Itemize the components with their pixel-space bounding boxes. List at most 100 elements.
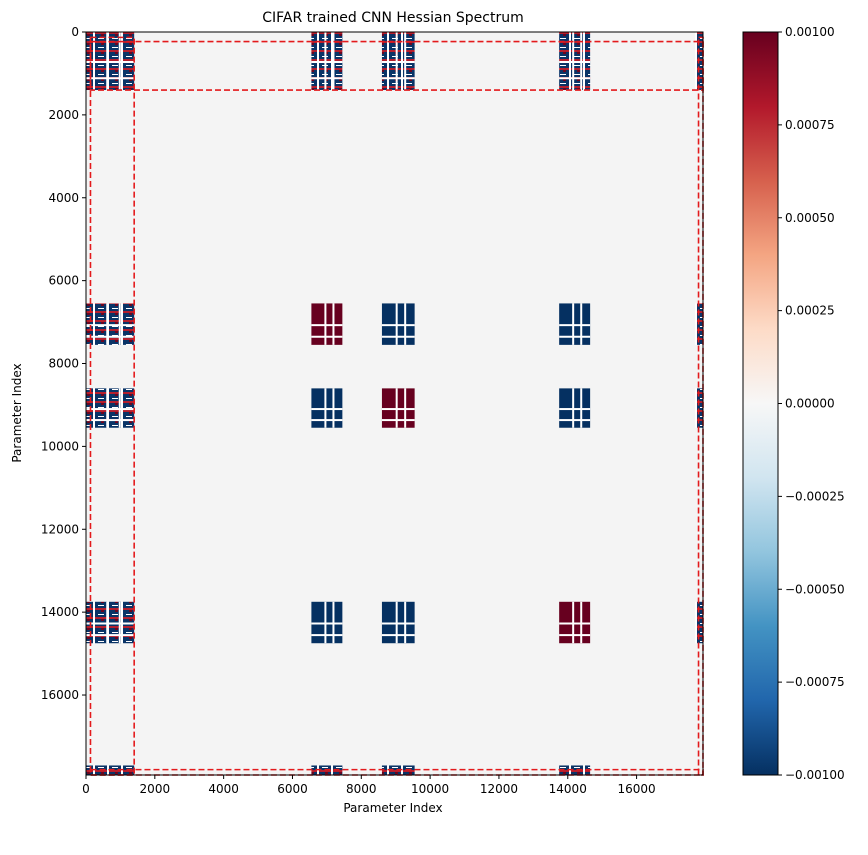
block-gap-horizontal <box>311 419 343 422</box>
block-gap-horizontal <box>381 622 415 625</box>
hessian-block <box>381 303 415 345</box>
colorbar-tick-label: −0.00075 <box>785 675 845 689</box>
hessian-block <box>311 32 343 91</box>
block-gap-horizontal <box>311 77 343 80</box>
x-axis-label: Parameter Index <box>343 801 442 815</box>
hessian-block <box>86 303 135 345</box>
block-gap-horizontal <box>86 622 135 625</box>
colorbar-tick-label: −0.00025 <box>785 489 845 503</box>
y-tick-label: 10000 <box>41 439 79 453</box>
colorbar-tick-label: 0.00025 <box>785 304 835 318</box>
hessian-block <box>559 388 591 428</box>
block-gap-horizontal <box>311 408 343 411</box>
block-gap-horizontal <box>311 634 343 637</box>
block-gap-horizontal <box>86 634 135 637</box>
heatmap-plot-area <box>85 31 704 776</box>
hessian-block <box>559 765 591 775</box>
x-tick-label: 0 <box>82 782 90 796</box>
block-gap-horizontal <box>381 419 415 422</box>
hessian-block <box>311 601 343 644</box>
hessian-block-cells <box>559 32 591 91</box>
hessian-block <box>381 388 415 428</box>
colorbar-tick-label: −0.00050 <box>785 582 845 596</box>
block-gap-horizontal <box>559 335 591 338</box>
y-tick-label: 14000 <box>41 605 79 619</box>
hessian-block <box>695 388 703 428</box>
block-gap-vertical <box>106 32 109 91</box>
block-gap-vertical <box>395 32 398 91</box>
hessian-block-cells <box>695 601 703 644</box>
hessian-block <box>86 601 135 644</box>
colorbar-tick-label: 0.00000 <box>785 397 835 411</box>
colorbar-tick-label: 0.00075 <box>785 118 835 132</box>
y-tick-label: 8000 <box>48 357 79 371</box>
block-gap-horizontal <box>381 61 415 64</box>
hessian-block <box>311 388 343 428</box>
plot-frame <box>85 31 704 776</box>
y-tick-label: 16000 <box>41 688 79 702</box>
block-gap-horizontal <box>86 408 135 411</box>
hessian-block <box>86 32 135 91</box>
block-gap-horizontal <box>86 77 135 80</box>
colorbar-tick-label: 0.00050 <box>785 211 835 225</box>
block-gap-horizontal <box>559 77 591 80</box>
block-gap-horizontal <box>381 77 415 80</box>
x-tick-label: 6000 <box>277 782 308 796</box>
x-tick-label: 12000 <box>480 782 518 796</box>
hessian-block <box>311 303 343 345</box>
x-tick-label: 10000 <box>411 782 449 796</box>
hessian-block <box>559 32 591 91</box>
y-axis-label: Parameter Index <box>10 363 24 462</box>
x-tick-label: 8000 <box>346 782 377 796</box>
block-gap-horizontal <box>86 61 135 64</box>
colorbar-tick-label: 0.00100 <box>785 25 835 39</box>
hessian-block-cells <box>695 388 703 428</box>
y-tick-label: 6000 <box>48 274 79 288</box>
y-tick-label: 4000 <box>48 191 79 205</box>
block-gap-horizontal <box>86 419 135 422</box>
block-gap-horizontal <box>311 622 343 625</box>
x-tick-label: 16000 <box>617 782 655 796</box>
x-tick-label: 14000 <box>549 782 587 796</box>
block-gap-horizontal <box>381 408 415 411</box>
hessian-block <box>86 388 135 428</box>
hessian-block <box>381 32 415 91</box>
block-gap-horizontal <box>381 335 415 338</box>
hessian-block <box>559 303 591 345</box>
chart-title: CIFAR trained CNN Hessian Spectrum <box>262 10 524 26</box>
block-gap-horizontal <box>381 324 415 327</box>
colorbar-tick-label: −0.00100 <box>785 768 845 782</box>
block-gap-horizontal <box>559 634 591 637</box>
block-gap-horizontal <box>311 324 343 327</box>
block-gap-vertical <box>404 32 407 91</box>
hessian-block-cells <box>381 32 415 91</box>
hessian-block-cells <box>86 32 135 91</box>
y-tick-label: 2000 <box>48 108 79 122</box>
block-gap-horizontal <box>559 408 591 411</box>
hessian-block <box>381 601 415 644</box>
block-gap-horizontal <box>86 324 135 327</box>
block-gap-horizontal <box>86 335 135 338</box>
hessian-block <box>695 601 703 644</box>
colorbar-gradient <box>742 31 779 776</box>
y-axis: 0 2000 4000 6000 8000 10000 12000 14000 16000 <box>41 25 86 702</box>
block-gap-horizontal <box>559 622 591 625</box>
block-gap-horizontal <box>559 419 591 422</box>
block-gap-vertical <box>572 32 575 91</box>
block-gap-horizontal <box>311 335 343 338</box>
hessian-block <box>559 601 591 644</box>
block-gap-vertical <box>324 32 327 91</box>
x-tick-label: 4000 <box>208 782 239 796</box>
colorbar: 0.00100 0.00075 0.00050 0.00025 0.00000 −0.00… <box>742 25 845 782</box>
block-gap-horizontal <box>559 324 591 327</box>
block-gap-horizontal <box>311 61 343 64</box>
block-gap-horizontal <box>381 634 415 637</box>
y-tick-label: 12000 <box>41 522 79 536</box>
block-gap-vertical <box>332 32 335 91</box>
x-axis: 0 2000 4000 6000 8000 10000 12000 14000 16000 <box>82 775 656 796</box>
block-gap-vertical <box>118 32 121 91</box>
block-gap-horizontal <box>559 61 591 64</box>
y-tick-label: 0 <box>71 25 79 39</box>
x-tick-label: 2000 <box>140 782 171 796</box>
